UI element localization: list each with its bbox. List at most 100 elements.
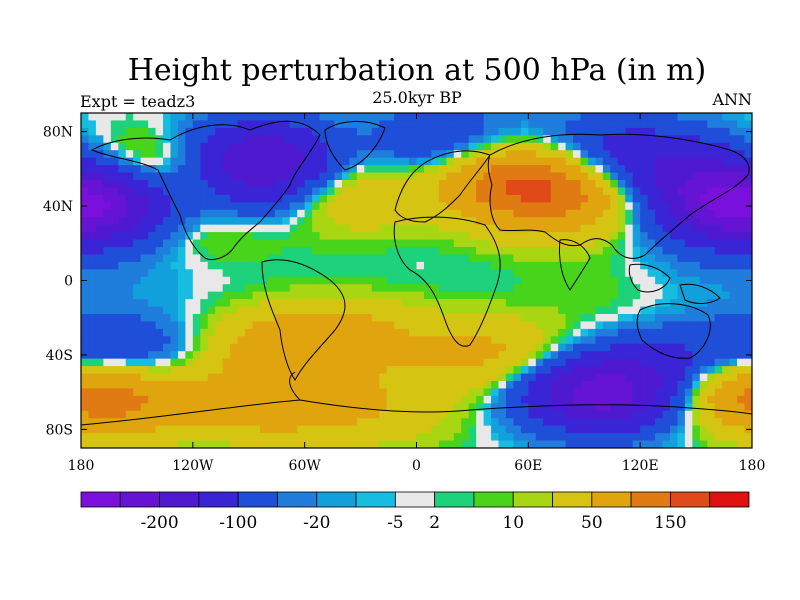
field-cell [215, 366, 224, 375]
field-cell [722, 150, 731, 159]
field-cell [550, 284, 559, 293]
field-cell [237, 440, 246, 448]
field-cell [662, 187, 671, 196]
field-cell [215, 321, 224, 330]
field-cell [282, 165, 291, 174]
field-cell [707, 410, 716, 419]
field-cell [125, 284, 134, 293]
field-cell [125, 410, 134, 419]
field-cell [327, 254, 336, 263]
field-cell [170, 336, 179, 345]
field-cell [446, 261, 455, 270]
field-cell [722, 336, 731, 345]
field-cell [535, 276, 544, 285]
field-cell [692, 433, 701, 442]
field-cell [185, 157, 194, 166]
field-cell [573, 336, 582, 345]
field-cell [215, 113, 224, 122]
field-cell [707, 157, 716, 166]
field-cell [505, 343, 515, 352]
field-cell [401, 157, 410, 166]
field-cell [543, 381, 552, 390]
field-cell [207, 254, 216, 263]
field-cell [252, 425, 261, 434]
field-cell [573, 381, 582, 390]
field-cell [192, 269, 201, 278]
field-cell [505, 381, 515, 390]
field-cell [163, 127, 172, 136]
field-cell [535, 403, 544, 412]
field-cell [483, 135, 492, 144]
field-cell [610, 321, 619, 330]
field-cell [565, 113, 574, 122]
field-cell [386, 180, 395, 189]
field-cell [729, 217, 738, 226]
field-cell [684, 232, 693, 241]
field-cell [565, 403, 574, 412]
field-cell [595, 403, 604, 412]
field-cell [610, 403, 619, 412]
field-cell [133, 299, 142, 308]
field-cell [297, 113, 306, 122]
field-cell [312, 358, 321, 367]
field-cell [192, 180, 201, 189]
field-cell [95, 127, 104, 136]
field-cell [237, 157, 246, 166]
field-cell [319, 187, 328, 196]
field-cell [200, 358, 209, 367]
field-cell [565, 291, 574, 300]
field-cell [103, 395, 112, 404]
field-cell [431, 440, 440, 448]
field-cell [349, 395, 358, 404]
field-cell [364, 418, 373, 427]
field-cell [118, 224, 127, 233]
field-cell [349, 388, 358, 397]
field-cell [88, 120, 97, 129]
field-cell [587, 127, 597, 136]
field-cell [744, 165, 752, 174]
field-cell [148, 433, 157, 442]
field-cell [155, 254, 164, 263]
field-cell [327, 150, 336, 159]
field-cell [662, 165, 671, 174]
field-cell [587, 373, 597, 382]
field-cell [438, 351, 447, 360]
field-cell [95, 135, 104, 144]
field-cell [565, 440, 574, 448]
field-cell [573, 180, 582, 189]
colorbar-swatch [670, 491, 711, 508]
field-cell [200, 403, 209, 412]
field-cell [252, 113, 261, 122]
field-cell [647, 187, 656, 196]
field-cell [416, 321, 425, 330]
field-cell [327, 351, 336, 360]
field-cell [319, 373, 328, 382]
field-cell [312, 336, 321, 345]
field-cell [558, 373, 567, 382]
field-cell [632, 232, 641, 241]
field-cell [259, 328, 268, 337]
field-cell [200, 425, 209, 434]
field-cell [364, 172, 373, 181]
field-cell [543, 187, 552, 196]
field-cell [409, 239, 418, 248]
field-cell [207, 358, 216, 367]
field-cell [513, 425, 522, 434]
field-cell [192, 440, 201, 448]
field-cell [319, 410, 328, 419]
field-cell [461, 232, 470, 241]
field-cell [267, 395, 276, 404]
field-cell [125, 232, 134, 241]
field-cell [677, 373, 686, 382]
field-cell [170, 254, 179, 263]
field-cell [185, 403, 194, 412]
field-cell [438, 418, 447, 427]
field-cell [558, 142, 567, 151]
field-cell [580, 276, 589, 285]
field-cell [535, 284, 544, 293]
field-cell [200, 410, 209, 419]
field-cell [684, 410, 693, 419]
field-cell [684, 194, 693, 203]
field-cell [364, 425, 373, 434]
field-cell [714, 202, 723, 211]
